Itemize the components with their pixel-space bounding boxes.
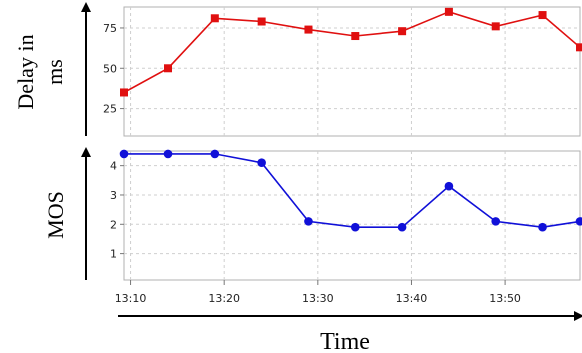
delay-ylabel-line1: Delay in: [13, 34, 38, 109]
mos-data-point: [350, 222, 360, 232]
delay-data-point: [576, 43, 582, 52]
x-tick-label: 13:40: [396, 292, 428, 305]
mos-data-point: [538, 222, 547, 232]
mos-ylabel: MOS: [43, 191, 68, 239]
mos-gridlines: [124, 151, 580, 280]
mos-ytick-label: 3: [110, 189, 117, 202]
x-tick-label: 13:30: [302, 292, 334, 305]
delay-data-point: [444, 7, 453, 16]
delay-data-point: [538, 11, 547, 20]
delay-series: [120, 7, 582, 97]
delay-ytick-label: 50: [103, 62, 117, 75]
mos-series: [119, 149, 582, 232]
time-xlabel: Time: [320, 329, 370, 353]
delay-data-point: [304, 25, 313, 34]
delay-data-point: [398, 27, 407, 36]
delay-data-point: [351, 32, 360, 41]
delay-data-point: [164, 64, 173, 73]
mos-data-point: [210, 149, 220, 159]
delay-gridlines: [124, 7, 580, 136]
mos-data-point: [444, 181, 454, 191]
delay-data-point: [120, 88, 128, 97]
delay-ytick-label: 25: [103, 103, 117, 116]
mos-data-point: [257, 158, 266, 168]
delay-ytick-label: 75: [103, 22, 117, 35]
mos-data-point: [491, 217, 501, 226]
delay-panel: 25 50 75: [103, 6, 582, 137]
mos-data-point: [575, 217, 582, 226]
mos-y-ticks: 1 2 3 4: [110, 160, 124, 261]
mos-data-point: [304, 217, 313, 226]
delay-data-point: [257, 17, 266, 26]
mos-plot-area: [123, 150, 581, 281]
mos-data-point: [163, 149, 173, 159]
mos-ytick-label: 2: [110, 218, 117, 231]
x-tick-label: 13:50: [489, 292, 521, 305]
mos-ytick-label: 4: [110, 160, 117, 173]
delay-ylabel-line2: ms: [42, 59, 67, 85]
mos-ytick-label: 1: [110, 248, 117, 261]
mos-data-point: [119, 149, 129, 159]
delay-data-point: [210, 14, 219, 23]
x-tick-label: 13:20: [208, 292, 240, 305]
x-tick-label: 13:10: [115, 292, 147, 305]
delay-y-ticks: 25 50 75: [103, 22, 124, 116]
time-x-ticks: 13:10 13:20 13:30 13:40 13:50: [115, 280, 521, 305]
mos-panel: 1 2 3 4 13:10 13:20 13:30 13:40 13:50: [110, 149, 582, 305]
delay-plot-area: [123, 6, 581, 137]
delay-data-point: [491, 22, 500, 31]
mos-data-point: [397, 222, 407, 232]
